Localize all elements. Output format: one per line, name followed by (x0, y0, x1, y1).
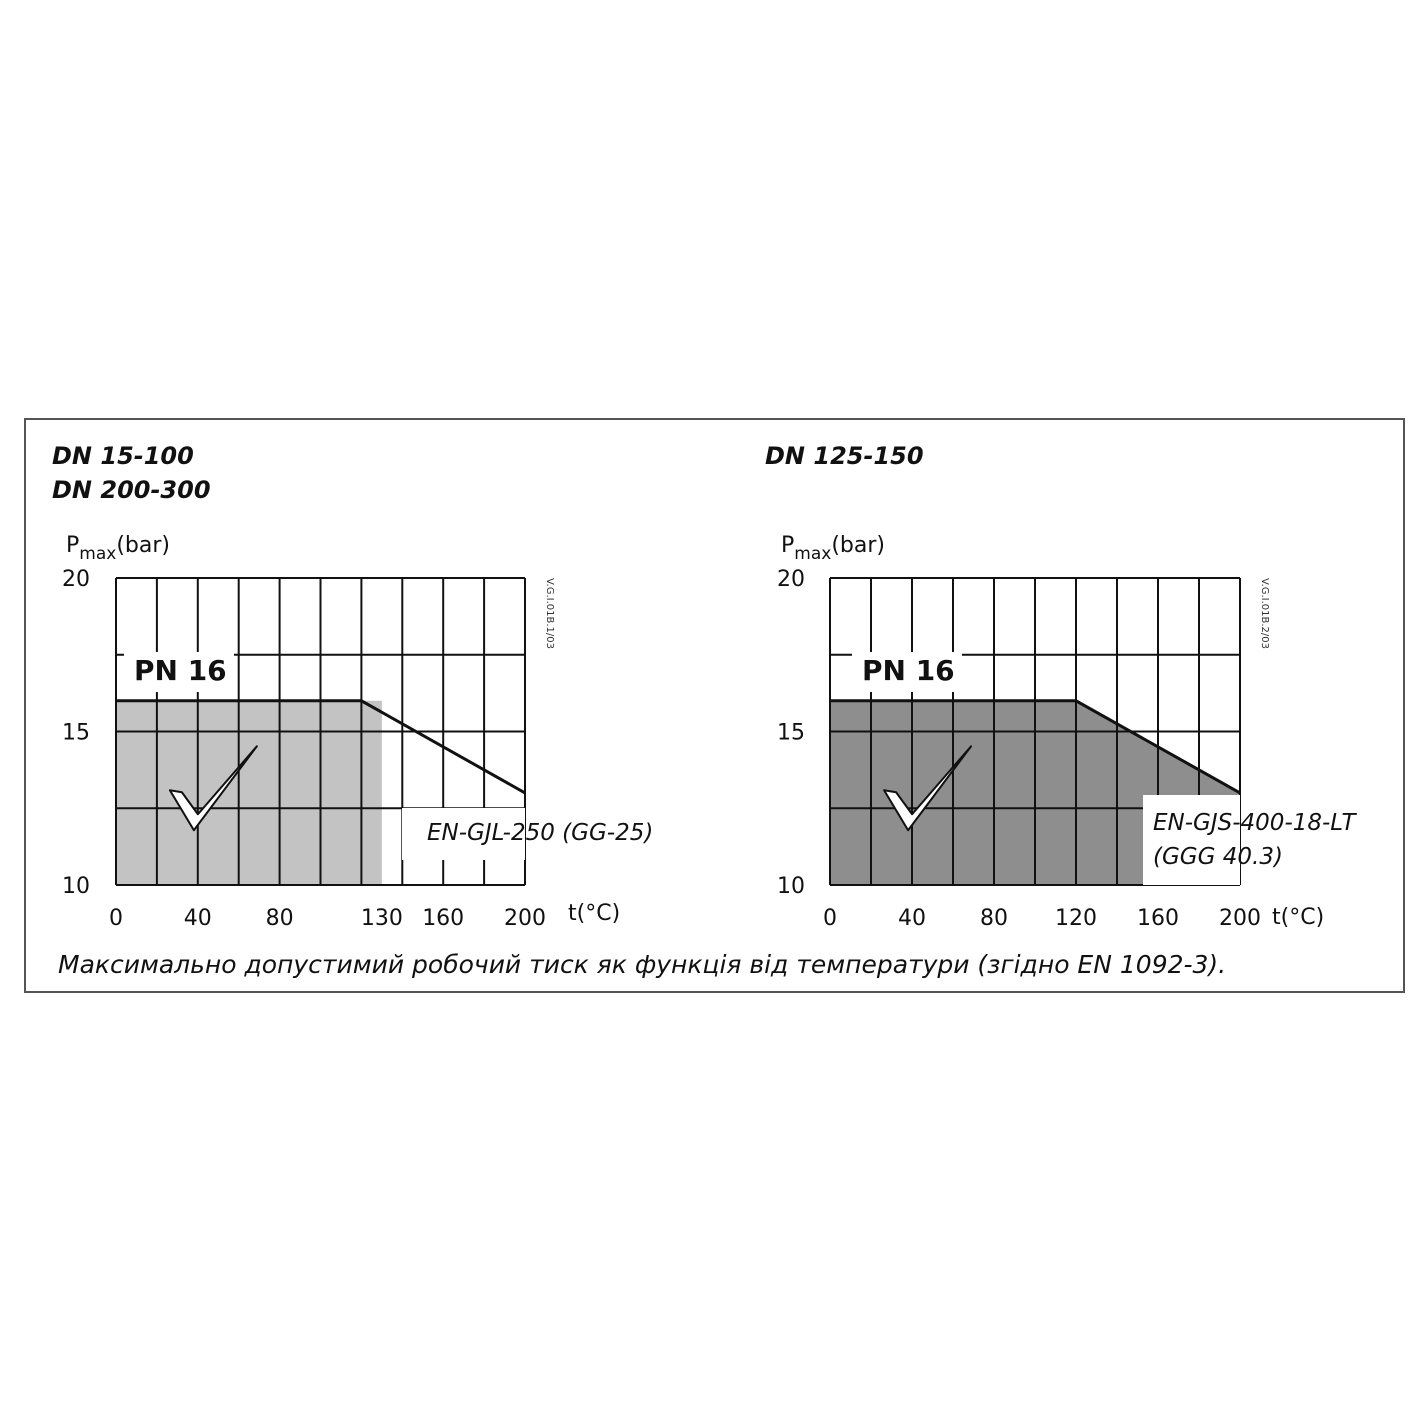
x-tick-label: 200 (504, 906, 546, 931)
material-label: EN-GJL-250 (GG-25) (427, 820, 653, 846)
y-tick-label: 15 (777, 721, 805, 746)
material-label: EN-GJS-400-18-LT (1153, 810, 1358, 836)
chart-heading: DN 125-150 (765, 442, 924, 470)
check-mark-icon (883, 745, 973, 832)
pressure-curve-line (116, 699, 526, 795)
y-axis-label: Pmax(bar) (66, 533, 170, 564)
y-tick-label: 10 (62, 874, 90, 899)
drawing-code: V.G.I.01B.2/03 (1259, 578, 1270, 649)
rating-label-backing (124, 652, 234, 692)
y-tick-label: 15 (62, 721, 90, 746)
pressure-curve-line (830, 699, 1241, 795)
x-tick-label: 40 (898, 906, 926, 931)
figure-caption: Максимально допустимий робочий тиск як ф… (58, 950, 1226, 979)
x-tick-label: 0 (823, 906, 837, 931)
x-tick-label: 40 (184, 906, 212, 931)
check-mark-icon (168, 745, 258, 832)
y-tick-label: 20 (62, 567, 90, 592)
rating-label: PN 16 (862, 654, 955, 687)
x-tick-label: 80 (266, 906, 294, 931)
y-tick-label: 20 (777, 567, 805, 592)
x-axis-label: t(°C) (1272, 905, 1324, 930)
x-tick-label: 160 (422, 906, 464, 931)
x-tick-label: 130 (361, 906, 403, 931)
drawing-code: V.G.I.01B.1/03 (544, 578, 555, 649)
rating-label-backing (852, 652, 962, 692)
x-tick-label: 120 (1055, 906, 1097, 931)
y-tick-label: 10 (777, 874, 805, 899)
chart-heading: DN 15-100 (52, 442, 194, 470)
x-tick-label: 200 (1219, 906, 1261, 931)
rating-label: PN 16 (134, 654, 227, 687)
material-label-backing (402, 808, 525, 860)
allowed-pressure-area (116, 700, 382, 885)
y-axis-label: Pmax(bar) (781, 533, 885, 564)
chart-heading: DN 200-300 (52, 476, 211, 504)
x-axis-label: t(°C) (568, 901, 620, 926)
x-tick-label: 160 (1137, 906, 1179, 931)
material-label: (GGG 40.3) (1153, 844, 1283, 870)
chart-dn-125-150: DN 125-150 Pmax(bar) 0 40 80 120 160 200 10 15 20 t… (765, 442, 1358, 931)
material-label-backing (1143, 795, 1240, 885)
chart-dn-15-100: DN 15-100 DN 200-300 Pmax(bar) 0 40 80 130 160 2… (52, 442, 653, 931)
x-tick-label: 0 (109, 906, 123, 931)
x-tick-label: 80 (980, 906, 1008, 931)
